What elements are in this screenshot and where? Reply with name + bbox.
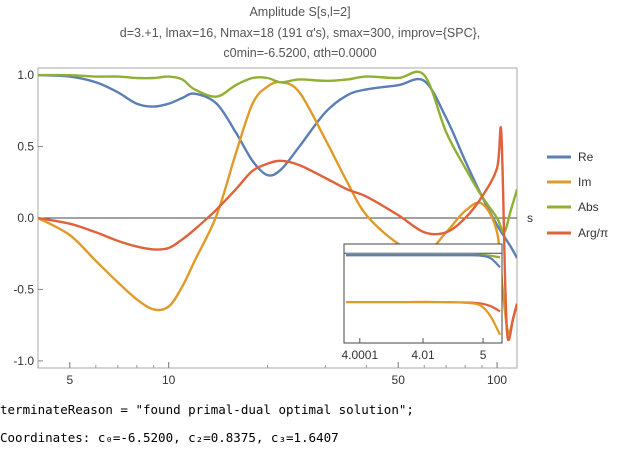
- y-tick-label: 1.0: [17, 68, 34, 82]
- series-line-re: [38, 73, 517, 259]
- y-tick-label: -1.0: [13, 354, 34, 368]
- legend: Re Im Abs Arg/π: [547, 150, 608, 240]
- x-axis: 5 10 50 100: [37, 362, 507, 387]
- chart-title: Amplitude S[s,l=2]: [249, 5, 350, 19]
- series-line-im: [38, 80, 517, 335]
- y-axis: 1.0 0.5 0.0 -0.5 -1.0: [13, 68, 43, 368]
- legend-label-im: Im: [578, 175, 591, 189]
- x-tick-label: 100: [487, 373, 507, 387]
- legend-label-abs: Abs: [578, 200, 599, 214]
- legend-label-arg-: Arg/π: [578, 226, 608, 240]
- inset-frame: [343, 243, 503, 344]
- chart-subtitle-line-2: c0min=-6.5200, αth=0.0000: [223, 46, 376, 60]
- series-line-arg-: [38, 126, 517, 342]
- chart-subtitle-line-1: d=3.+1, lmax=16, Nmax=18 (191 α's), smax…: [120, 26, 481, 40]
- x-tick-label: 50: [392, 373, 406, 387]
- x-tick-label: 5: [66, 373, 73, 387]
- chart-titles: Amplitude S[s,l=2] d=3.+1, lmax=16, Nmax…: [120, 5, 481, 60]
- y-tick-label: 0.5: [17, 140, 34, 154]
- inset-series-line-im: [346, 300, 501, 336]
- series-group: [38, 70, 517, 342]
- x-axis-label: s: [527, 211, 533, 225]
- inset-series-line-re: [345, 254, 501, 268]
- inset-x-tick-label: 5: [480, 348, 487, 362]
- y-tick-label: -0.5: [13, 282, 34, 296]
- terminate-reason-line: terminateReason = "found primal-dual opt…: [0, 402, 414, 417]
- inset-plot: 4.0001 4.01 5: [341, 243, 503, 362]
- inset-x-tick-label: 4.0001: [341, 348, 378, 362]
- y-tick-label: 0.0: [17, 211, 34, 225]
- x-tick-label: 10: [162, 373, 176, 387]
- coordinates-line: Coordinates: c₀=-6.5200, c₂=0.8375, c₃=1…: [0, 430, 339, 445]
- chart-plot: Amplitude S[s,l=2] d=3.+1, lmax=16, Nmax…: [13, 5, 608, 387]
- inset-x-tick-label: 4.01: [411, 348, 435, 362]
- series-line-abs: [38, 70, 517, 234]
- legend-label-re: Re: [578, 150, 594, 164]
